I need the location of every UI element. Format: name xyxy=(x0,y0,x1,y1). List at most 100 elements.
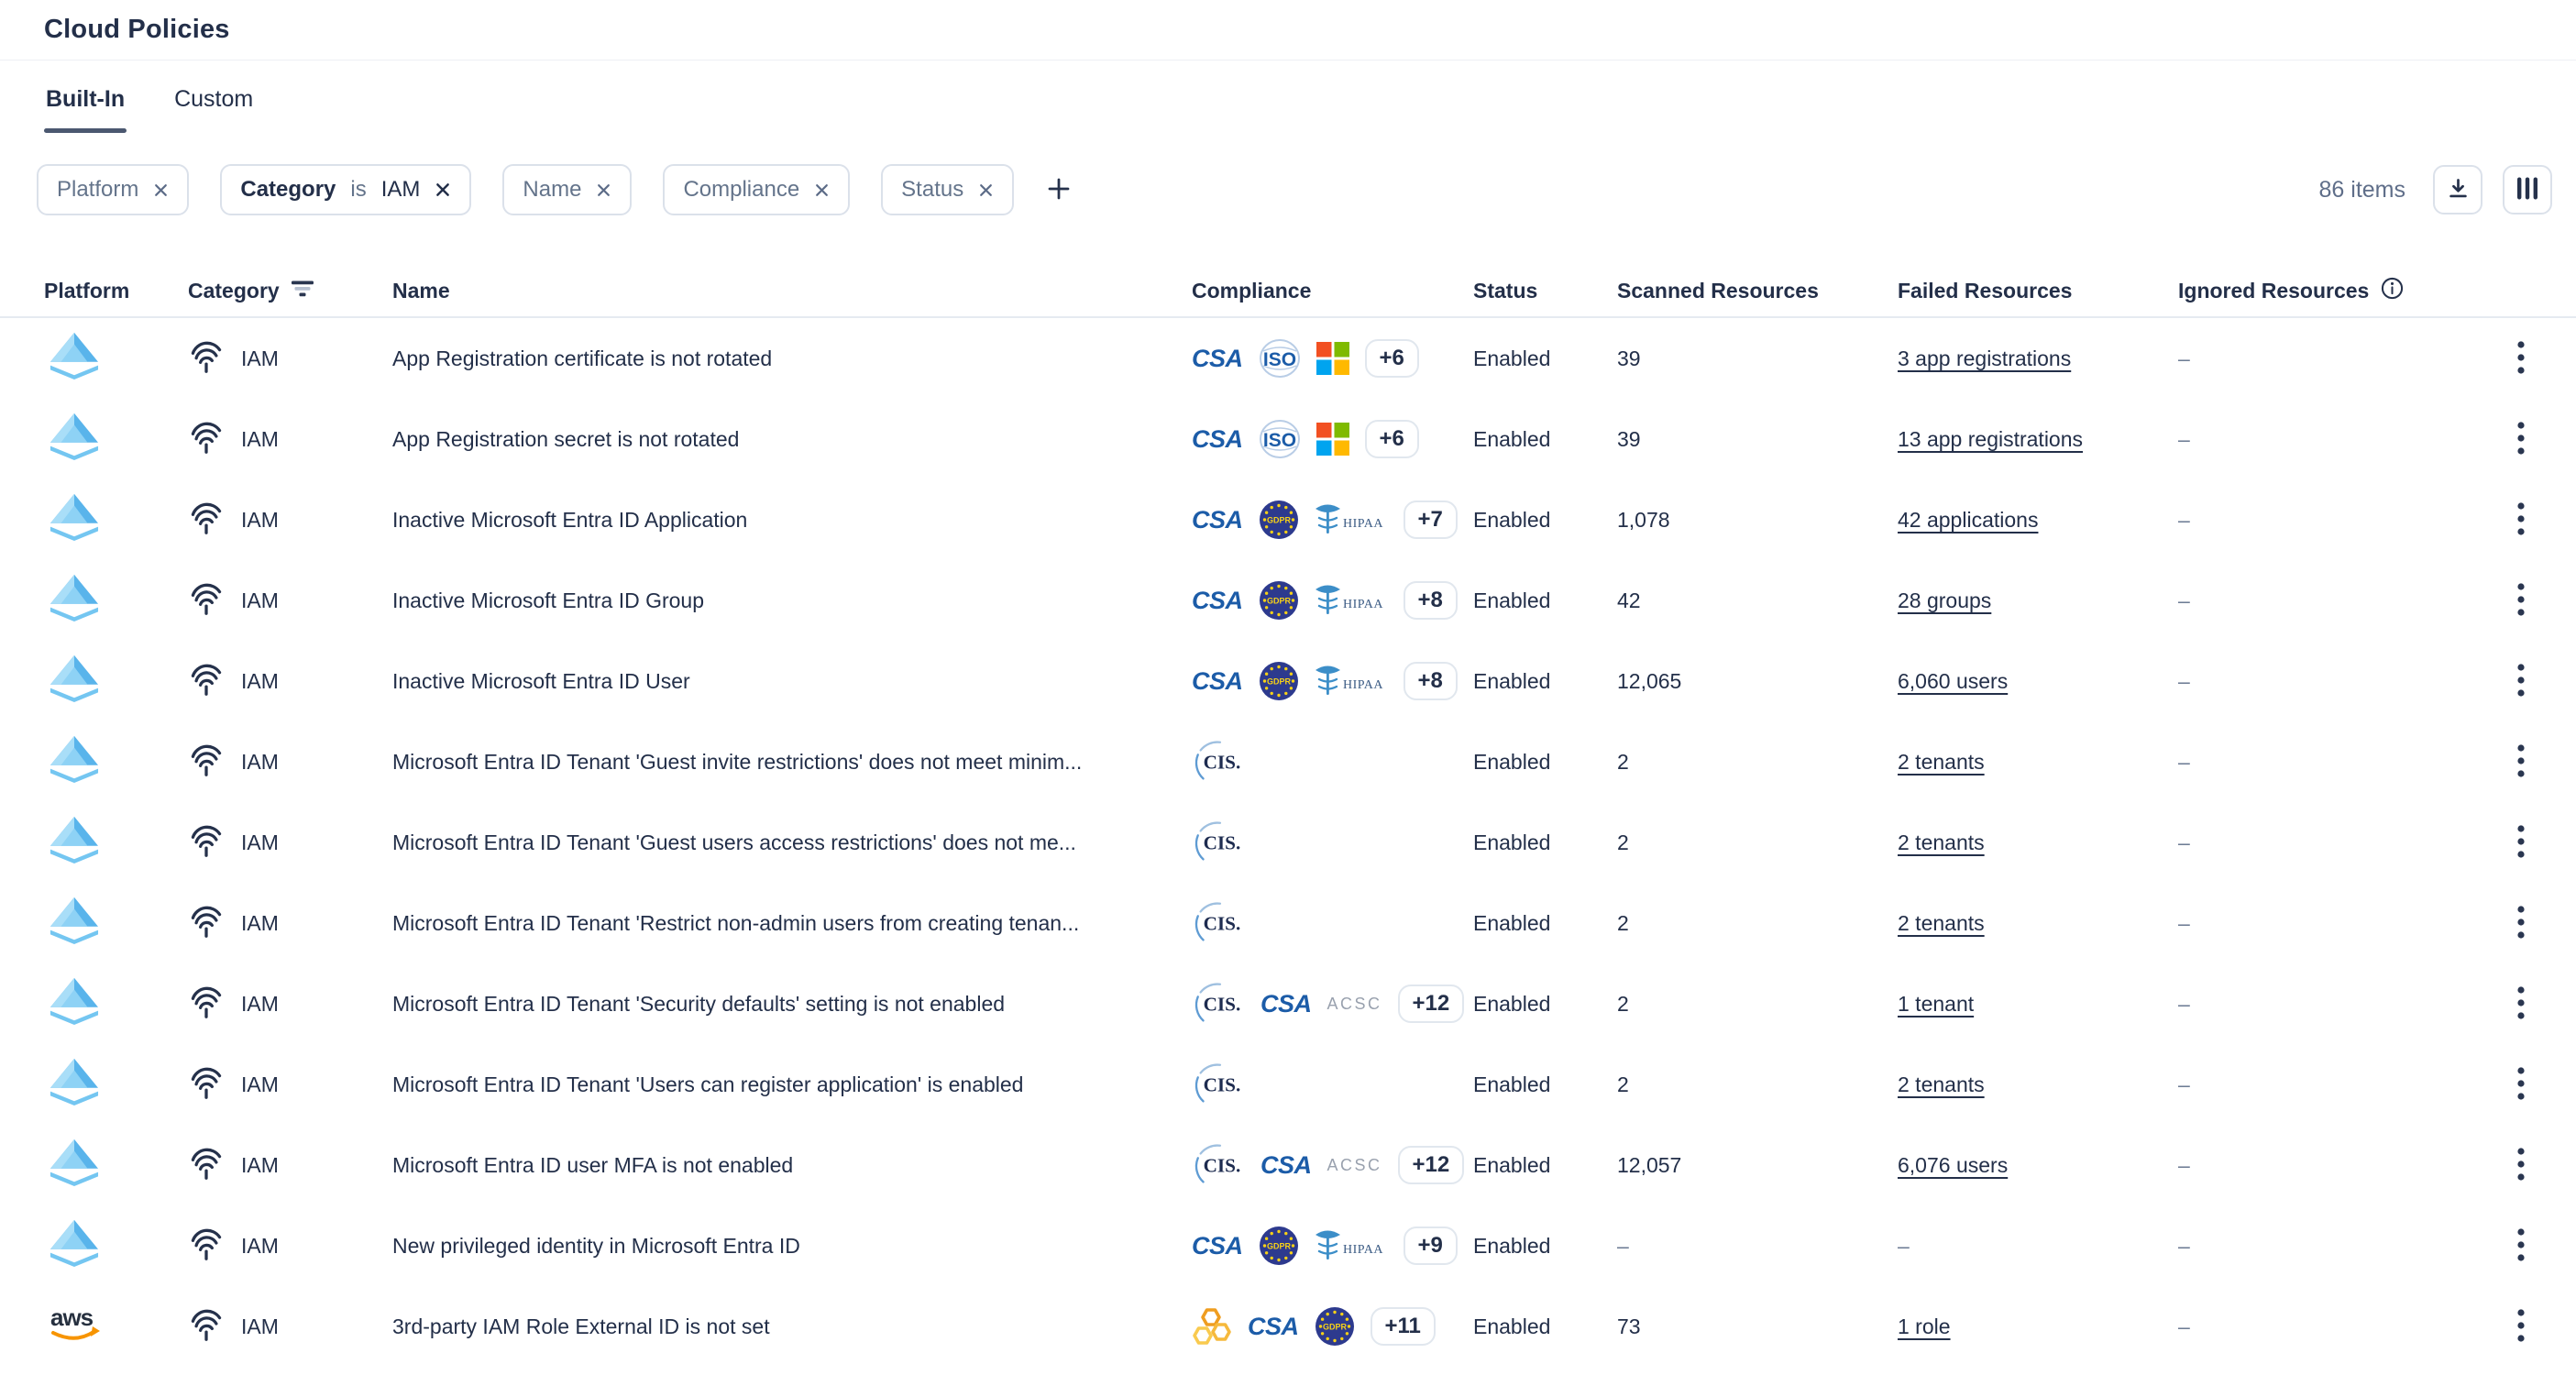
row-menu-button[interactable] xyxy=(2504,492,2537,548)
row-menu-button[interactable] xyxy=(2504,412,2537,468)
compliance-more-chip[interactable]: +6 xyxy=(1364,339,1419,378)
compliance-more-chip[interactable]: +9 xyxy=(1403,1226,1458,1265)
table-row[interactable]: IAM Microsoft Entra ID Tenant 'Guest use… xyxy=(0,802,2576,883)
iam-category-icon xyxy=(188,1222,225,1270)
table-row[interactable]: IAM Microsoft Entra ID Tenant 'Guest inv… xyxy=(0,721,2576,802)
filter-chip-platform[interactable]: Platform xyxy=(37,164,190,215)
table-row[interactable]: IAM Microsoft Entra ID user MFA is not e… xyxy=(0,1125,2576,1205)
compliance-more-chip[interactable]: +12 xyxy=(1397,984,1465,1023)
failed-resources-link[interactable]: 1 tenant xyxy=(1898,991,1975,1016)
close-icon[interactable] xyxy=(814,182,830,198)
filter-chip-status[interactable]: Status xyxy=(881,164,1015,215)
column-header-status[interactable]: Status xyxy=(1473,278,1538,302)
svg-text:CIS.: CIS. xyxy=(1204,1155,1241,1177)
columns-button[interactable] xyxy=(2503,165,2552,214)
row-menu-button[interactable] xyxy=(2504,1299,2537,1355)
info-icon[interactable] xyxy=(2380,276,2405,306)
svg-text:CIS.: CIS. xyxy=(1204,1074,1241,1096)
compliance-more-chip[interactable]: +7 xyxy=(1403,500,1458,539)
failed-resources-link[interactable]: 2 tenants xyxy=(1898,830,1985,854)
compliance-badges: CSA ISO +6 xyxy=(1192,418,1473,460)
ignored-resources-value: – xyxy=(2178,991,2190,1016)
table-row[interactable]: IAM Microsoft Entra ID Tenant 'Restrict … xyxy=(0,883,2576,963)
compliance-more-chip[interactable]: +8 xyxy=(1403,662,1458,700)
column-header-name[interactable]: Name xyxy=(392,278,450,302)
table-row[interactable]: aws IAM 3rd-party IAM Role External ID i… xyxy=(0,1286,2576,1367)
close-icon[interactable] xyxy=(153,182,169,198)
table-row[interactable]: IAM Inactive Microsoft Entra ID User CSA… xyxy=(0,641,2576,721)
status-text: Enabled xyxy=(1473,749,1551,774)
svg-text:HIPAA: HIPAA xyxy=(1343,517,1383,531)
row-menu-button[interactable] xyxy=(2504,573,2537,629)
compliance-badge-cis: CIS. xyxy=(1192,819,1245,866)
compliance-more-chip[interactable]: +11 xyxy=(1370,1307,1436,1346)
row-menu-button[interactable] xyxy=(2504,1057,2537,1113)
failed-resources-link[interactable]: 42 applications xyxy=(1898,507,2039,532)
filter-chip-compliance[interactable]: Compliance xyxy=(663,164,851,215)
table-row[interactable]: IAM App Registration certificate is not … xyxy=(0,318,2576,399)
failed-resources-link[interactable]: 13 app registrations xyxy=(1898,426,2084,451)
column-header-scanned-resources[interactable]: Scanned Resources xyxy=(1617,278,1819,302)
row-menu-button[interactable] xyxy=(2504,896,2537,952)
row-menu-button[interactable] xyxy=(2504,1218,2537,1274)
row-menu-button[interactable] xyxy=(2504,654,2537,710)
close-icon[interactable] xyxy=(978,182,994,198)
failed-resources-link[interactable]: 3 app registrations xyxy=(1898,346,2072,370)
filter-chip-name[interactable]: Name xyxy=(502,164,633,215)
add-filter-button[interactable] xyxy=(1045,175,1073,205)
iam-category-icon xyxy=(188,899,225,947)
close-icon[interactable] xyxy=(435,182,451,198)
compliance-more-chip[interactable]: +6 xyxy=(1364,420,1419,458)
compliance-badge-csa: CSA xyxy=(1260,1150,1312,1179)
failed-resources-link[interactable]: 6,060 users xyxy=(1898,668,2009,693)
iam-category-icon xyxy=(188,496,225,544)
compliance-badges: CSA GDPR HIPAA +9 xyxy=(1192,1226,1473,1266)
ignored-resources-value: – xyxy=(2178,910,2190,935)
failed-resources-link[interactable]: 2 tenants xyxy=(1898,1072,1985,1096)
compliance-badge-gdpr: GDPR xyxy=(1259,500,1299,540)
column-header-failed-resources[interactable]: Failed Resources xyxy=(1898,278,2073,302)
row-menu-button[interactable] xyxy=(2504,976,2537,1032)
close-icon[interactable] xyxy=(596,182,611,198)
table-row[interactable]: IAM App Registration secret is not rotat… xyxy=(0,399,2576,479)
download-button[interactable] xyxy=(2433,165,2482,214)
table-row[interactable]: IAM Inactive Microsoft Entra ID Group CS… xyxy=(0,560,2576,641)
columns-icon xyxy=(2516,176,2538,204)
filter-value: IAM xyxy=(380,177,421,202)
table-row[interactable]: IAM Microsoft Entra ID Tenant 'Security … xyxy=(0,963,2576,1044)
status-text: Enabled xyxy=(1473,910,1551,935)
kebab-icon xyxy=(2517,905,2525,942)
row-menu-button[interactable] xyxy=(2504,331,2537,387)
svg-text:GDPR: GDPR xyxy=(1267,516,1292,525)
tab-custom[interactable]: Custom xyxy=(174,86,254,112)
table-row[interactable]: IAM Microsoft Entra ID Tenant 'Users can… xyxy=(0,1044,2576,1125)
column-header-ignored-resources[interactable]: Ignored Resources xyxy=(2178,276,2466,306)
row-menu-button[interactable] xyxy=(2504,815,2537,871)
iam-category-icon xyxy=(188,577,225,624)
table-row[interactable]: IAM Inactive Microsoft Entra ID Applicat… xyxy=(0,479,2576,560)
column-header-platform[interactable]: Platform xyxy=(44,278,130,302)
column-header-compliance[interactable]: Compliance xyxy=(1192,278,1312,302)
tab-built-in[interactable]: Built-In xyxy=(44,72,127,133)
kebab-icon xyxy=(2517,985,2525,1023)
compliance-badge-cis: CIS. xyxy=(1192,980,1245,1028)
filter-chip-category[interactable]: Category is IAM xyxy=(220,164,472,215)
failed-resources-link[interactable]: 2 tenants xyxy=(1898,910,1985,935)
status-text: Enabled xyxy=(1473,991,1551,1016)
column-header-category[interactable]: Category xyxy=(188,279,392,303)
svg-text:aws: aws xyxy=(50,1304,94,1331)
table-row[interactable]: IAM New privileged identity in Microsoft… xyxy=(0,1205,2576,1286)
row-menu-button[interactable] xyxy=(2504,1138,2537,1194)
row-menu-button[interactable] xyxy=(2504,734,2537,790)
failed-resources-link[interactable]: 1 role xyxy=(1898,1314,1951,1338)
compliance-badge-gdpr: GDPR xyxy=(1259,580,1299,621)
failed-resources-link[interactable]: 6,076 users xyxy=(1898,1152,2009,1177)
compliance-badges: CIS. CSA ACSC +12 xyxy=(1192,980,1473,1028)
svg-text:GDPR: GDPR xyxy=(1267,1242,1292,1251)
compliance-more-chip[interactable]: +12 xyxy=(1397,1146,1465,1184)
filter-applied-icon[interactable] xyxy=(291,279,314,303)
failed-resources-link[interactable]: 28 groups xyxy=(1898,588,1992,612)
category-label: IAM xyxy=(241,1152,279,1177)
failed-resources-link[interactable]: 2 tenants xyxy=(1898,749,1985,774)
compliance-more-chip[interactable]: +8 xyxy=(1403,581,1458,620)
